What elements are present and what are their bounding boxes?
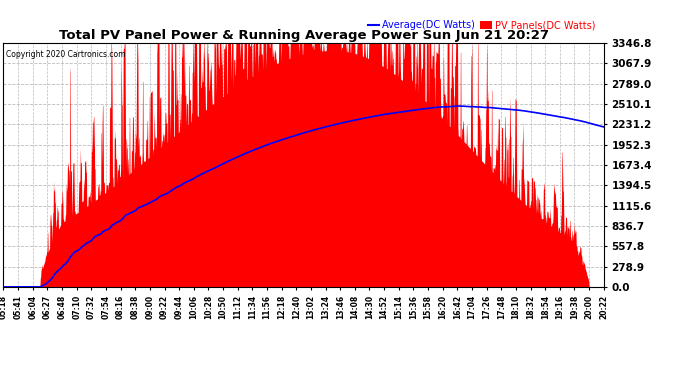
Text: Copyright 2020 Cartronics.com: Copyright 2020 Cartronics.com (6, 51, 126, 59)
Legend: Average(DC Watts), PV Panels(DC Watts): Average(DC Watts), PV Panels(DC Watts) (364, 16, 599, 34)
Title: Total PV Panel Power & Running Average Power Sun Jun 21 20:27: Total PV Panel Power & Running Average P… (59, 29, 549, 42)
